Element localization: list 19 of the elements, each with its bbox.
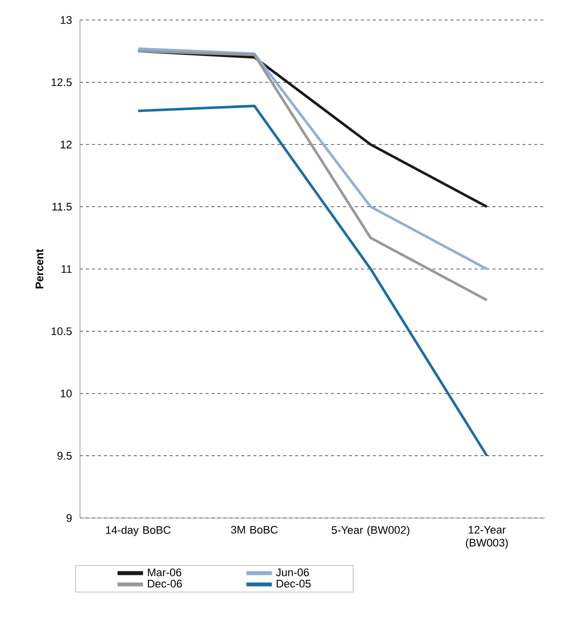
x-tick-label: 12-Year (BW003) xyxy=(466,526,508,549)
y-tick-label: 12 xyxy=(60,140,72,148)
x-tick-label: 3M BoBC xyxy=(231,526,278,534)
y-tick-label: 11 xyxy=(62,265,72,273)
y-tick-label: 9.5 xyxy=(57,452,72,460)
y-tick-label: 13 xyxy=(60,16,72,24)
line-series xyxy=(136,104,488,458)
y-tick-label: 10 xyxy=(60,390,72,398)
legend-label: Dec-05 xyxy=(276,580,311,588)
y-tick-label: 9 xyxy=(66,514,72,522)
y-axis-title: Percent xyxy=(36,249,44,288)
y-tick-label: 12.5 xyxy=(52,78,72,86)
legend-label: Mar-06 xyxy=(148,568,182,576)
legend-label: Dec-06 xyxy=(148,580,182,588)
y-tick-label: 10.5 xyxy=(52,327,72,336)
x-tick-label: 5-Year (BW002) xyxy=(332,526,410,536)
legend-label: Jun-06 xyxy=(276,568,309,576)
x-tick-label: 14-day BoBC xyxy=(106,526,171,536)
y-tick-label: 11.5 xyxy=(52,202,72,211)
